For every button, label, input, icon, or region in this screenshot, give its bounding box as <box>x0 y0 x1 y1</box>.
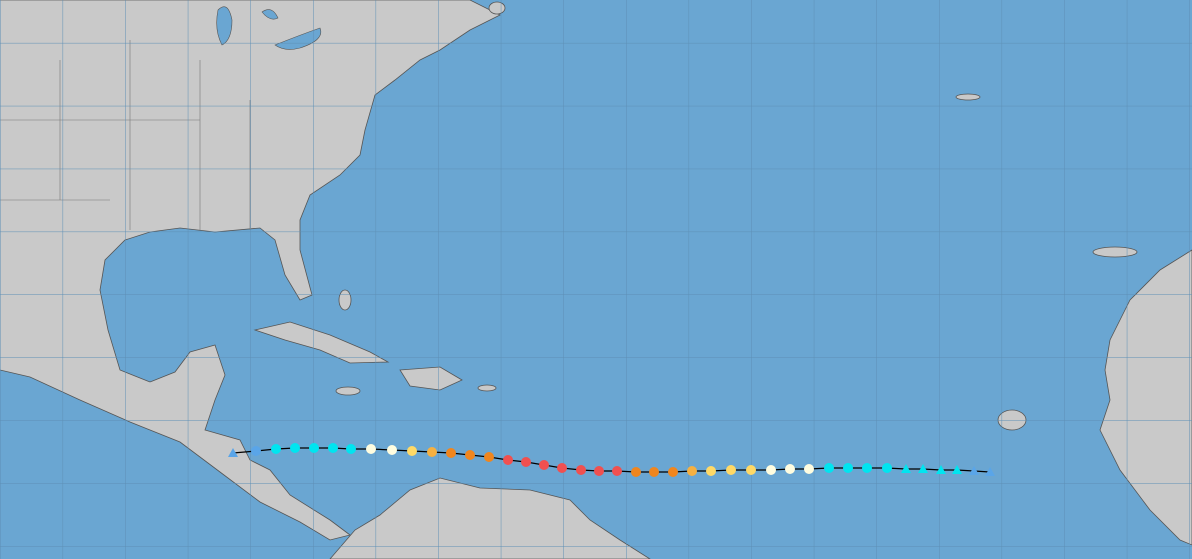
track-point <box>465 450 475 460</box>
track-point <box>594 466 604 476</box>
track-point <box>901 464 911 473</box>
track-point <box>843 463 853 473</box>
track-point <box>706 466 716 476</box>
track-point <box>631 467 641 477</box>
track-point <box>985 467 995 476</box>
track-point <box>576 465 586 475</box>
track-point <box>387 445 397 455</box>
track-point <box>251 446 261 456</box>
track-point <box>918 464 928 473</box>
track-point <box>503 455 513 465</box>
track-point <box>521 457 531 467</box>
track-point <box>228 448 238 457</box>
track-point <box>446 448 456 458</box>
track-point <box>668 467 678 477</box>
track-point <box>804 464 814 474</box>
track-point <box>346 444 356 454</box>
track-point <box>936 465 946 474</box>
track-point <box>484 452 494 462</box>
track-point <box>366 444 376 454</box>
track-point <box>746 465 756 475</box>
track-point <box>271 444 281 454</box>
track-point <box>726 465 736 475</box>
track-point <box>969 466 979 475</box>
track-point <box>328 443 338 453</box>
track-point <box>952 465 962 474</box>
track-point <box>882 463 892 473</box>
storm-track <box>228 443 995 477</box>
track-point <box>612 466 622 476</box>
track-point <box>290 443 300 453</box>
track-point <box>649 467 659 477</box>
track-point <box>539 460 549 470</box>
track-point <box>766 465 776 475</box>
track-point <box>785 464 795 474</box>
track-point <box>427 447 437 457</box>
track-point <box>862 463 872 473</box>
track-point <box>557 463 567 473</box>
track-point <box>309 443 319 453</box>
track-point <box>824 463 834 473</box>
track-point <box>687 466 697 476</box>
track-point <box>407 446 417 456</box>
